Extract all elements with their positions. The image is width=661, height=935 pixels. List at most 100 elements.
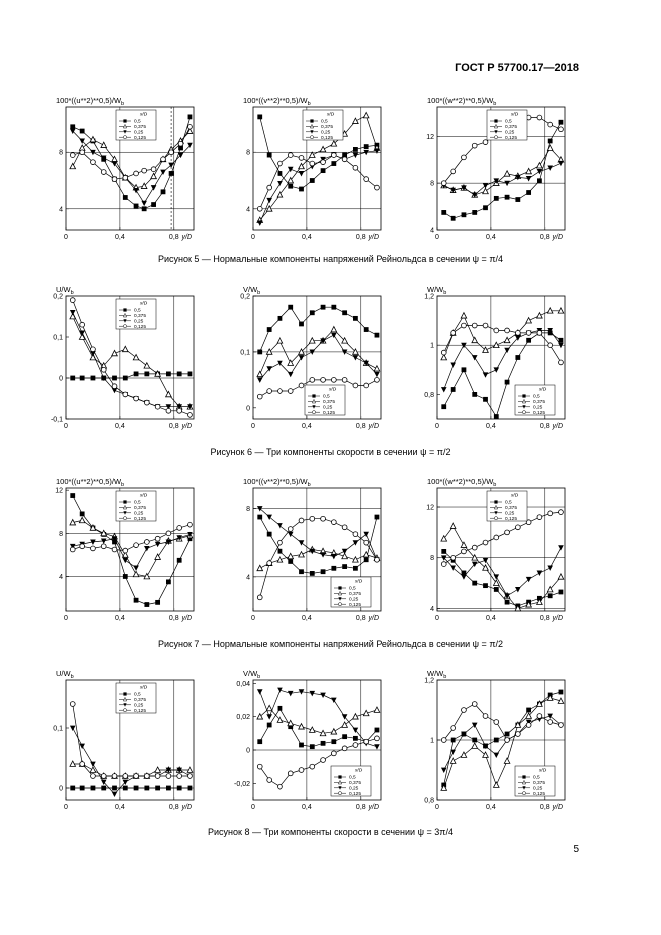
data-point [79,138,85,144]
data-point [277,171,283,176]
data-point [482,322,489,329]
series-line-3 [72,727,191,795]
data-point [143,361,151,369]
series-line-3 [259,150,378,224]
chart-fig6-w-velocity: 0 0,4 0,8 y/D0,811,2W/Wbx/D0,50,3750,250,12… [424,285,566,430]
legend-marker [123,692,127,696]
data-point [461,731,467,737]
data-point [450,362,456,368]
data-point [176,785,182,791]
data-point [256,689,263,695]
data-point [266,197,272,204]
series-line-3 [443,715,562,771]
chart-series-group [440,689,565,791]
data-point [266,327,272,332]
data-point [165,773,172,779]
data-point [482,713,489,719]
data-point [69,760,77,767]
y-axis-label: V/Wb [243,285,260,296]
data-point [351,117,359,124]
data-point [525,722,532,728]
x-axis-label: y/D [181,804,193,811]
chart-series-group [440,509,565,612]
data-point [309,548,316,555]
data-point [165,408,172,414]
data-point [320,740,326,746]
data-point [374,744,380,750]
data-point [276,336,284,344]
y-tick-label: 0,2 [53,294,63,301]
data-point [187,412,193,418]
data-point [558,337,564,343]
data-point [461,574,467,580]
x-tick-label: 0,8 [169,234,179,241]
data-point [111,546,118,553]
legend-marker [123,308,127,312]
data-point [287,552,295,560]
legend-entry-label: 0,25 [349,597,359,603]
data-point [298,550,305,558]
data-point [90,539,96,545]
data-point [362,709,370,717]
data-point [363,360,369,367]
data-point [557,306,565,314]
data-point [299,321,304,327]
data-point [309,310,315,316]
data-point [150,185,157,191]
data-point [187,773,193,779]
legend-marker [494,130,498,134]
data-point [256,393,263,400]
legend-entry-label: 0,5 [323,394,330,400]
data-point [121,345,129,353]
legend-box [486,109,528,141]
data-point [461,342,467,349]
data-point [525,316,533,324]
data-point [69,701,76,707]
y-tick-label: 1,2 [424,294,434,301]
data-point [79,743,85,749]
data-point [449,522,457,529]
legend-marker [123,708,127,713]
data-point [79,149,85,156]
legend-title: x/D [510,493,519,499]
data-point [492,781,500,788]
data-point [374,184,380,191]
data-point [166,579,171,585]
data-point [320,338,326,344]
data-point [90,545,96,552]
data-point [132,353,140,361]
chart-fig7-v-rms: 0 0,4 0,8 y/D48100*((v**2)**0,5)/Wbx/D0,50,… [243,477,382,622]
y-axis-label: 100*((w**2)**0,5)/Wb [427,477,496,488]
data-point [90,785,96,791]
data-point [363,144,369,149]
data-point [460,541,468,548]
data-point [341,714,348,720]
legend-box [304,384,346,416]
data-point [79,785,85,791]
data-point [493,534,500,541]
document-header: ГОСТ Р 57700.17—2018 [455,62,579,74]
y-axis-label: 100*((u**2)**0,5)/Wb [56,96,124,107]
data-point [256,594,263,601]
x-axis-label: y/D [368,423,380,430]
x-tick-label: 0 [435,804,439,811]
legend-entry-label: 0,375 [134,313,146,319]
x-axis-label: y/D [368,804,380,811]
data-point [482,751,489,758]
series-line-2 [72,316,190,408]
y-tick-label: 8 [246,150,250,157]
x-tick-label: 0,8 [540,615,550,622]
legend-box [330,576,372,608]
data-point [257,514,263,520]
data-point [352,742,359,748]
data-point [471,336,479,344]
data-point [352,152,359,159]
x-axis-label: y/D [181,423,193,430]
data-point [319,729,327,737]
y-tick-label: 8 [59,531,63,538]
data-point [374,148,380,154]
data-point [320,377,326,383]
x-axis-label: y/D [368,615,380,622]
series-line-3 [259,508,378,560]
